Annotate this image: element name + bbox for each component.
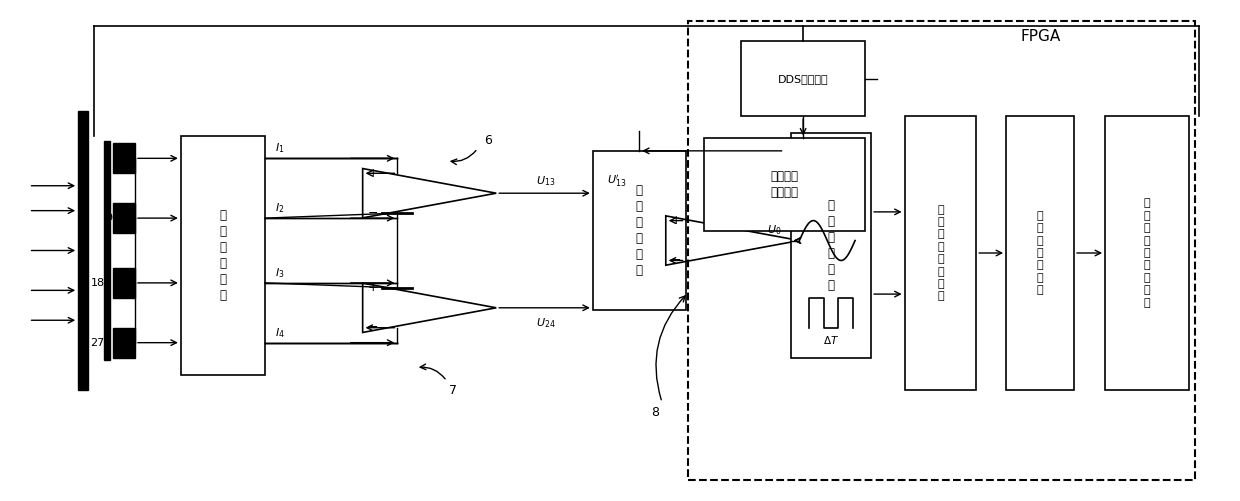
Text: 6: 6 xyxy=(484,134,491,147)
Text: −: − xyxy=(367,321,378,334)
Text: DDS激励模块: DDS激励模块 xyxy=(777,74,828,84)
Text: 270: 270 xyxy=(91,338,112,348)
Bar xyxy=(104,141,110,360)
Text: FPGA: FPGA xyxy=(1021,29,1060,44)
Text: $U_{13}$: $U_{13}$ xyxy=(536,174,556,188)
Text: $U_{13}^{\prime}$: $U_{13}^{\prime}$ xyxy=(606,173,626,189)
Text: 8: 8 xyxy=(651,406,658,419)
Text: −: − xyxy=(367,206,378,219)
Text: +: + xyxy=(671,214,681,227)
Text: 电
流
放
大
模
块: 电 流 放 大 模 块 xyxy=(219,209,227,302)
FancyBboxPatch shape xyxy=(704,138,866,230)
Text: 时
空
位
移
转
换
模
块: 时 空 位 移 转 换 模 块 xyxy=(937,204,944,302)
FancyBboxPatch shape xyxy=(1006,116,1074,390)
Text: 信
号
调
理
模
块: 信 号 调 理 模 块 xyxy=(827,199,835,292)
Text: $I_2$: $I_2$ xyxy=(275,201,284,215)
Text: 90: 90 xyxy=(105,213,119,223)
Text: 微
控
移
相
模
块: 微 控 移 相 模 块 xyxy=(636,184,642,277)
Bar xyxy=(113,268,135,298)
Bar xyxy=(113,203,135,233)
Bar xyxy=(113,328,135,358)
Text: $I_4$: $I_4$ xyxy=(275,326,285,340)
FancyBboxPatch shape xyxy=(791,133,872,358)
Text: $I_1$: $I_1$ xyxy=(275,141,284,155)
Bar xyxy=(78,111,88,390)
FancyBboxPatch shape xyxy=(181,136,265,375)
Text: +: + xyxy=(367,282,378,295)
Text: $I_3$: $I_3$ xyxy=(275,266,284,280)
FancyBboxPatch shape xyxy=(904,116,976,390)
FancyBboxPatch shape xyxy=(593,151,686,310)
Text: 上
位
机
位
移
显
示
模
块: 上 位 机 位 移 显 示 模 块 xyxy=(1143,198,1151,308)
Text: $\Delta T$: $\Delta T$ xyxy=(823,334,839,346)
Text: 7: 7 xyxy=(449,383,458,396)
Text: $U_{24}$: $U_{24}$ xyxy=(536,316,556,330)
Text: 180: 180 xyxy=(91,278,112,288)
Bar xyxy=(113,143,135,173)
Text: +: + xyxy=(367,167,378,180)
Text: 上
位
机
通
信
模
块: 上 位 机 通 信 模 块 xyxy=(1037,211,1043,295)
FancyBboxPatch shape xyxy=(742,41,866,116)
Text: 0: 0 xyxy=(112,153,119,163)
Text: −: − xyxy=(671,254,681,267)
Text: $U_0$: $U_0$ xyxy=(768,223,782,237)
FancyBboxPatch shape xyxy=(688,22,1195,479)
Text: 微控移相
控制模块: 微控移相 控制模块 xyxy=(770,170,799,199)
FancyBboxPatch shape xyxy=(1105,116,1189,390)
